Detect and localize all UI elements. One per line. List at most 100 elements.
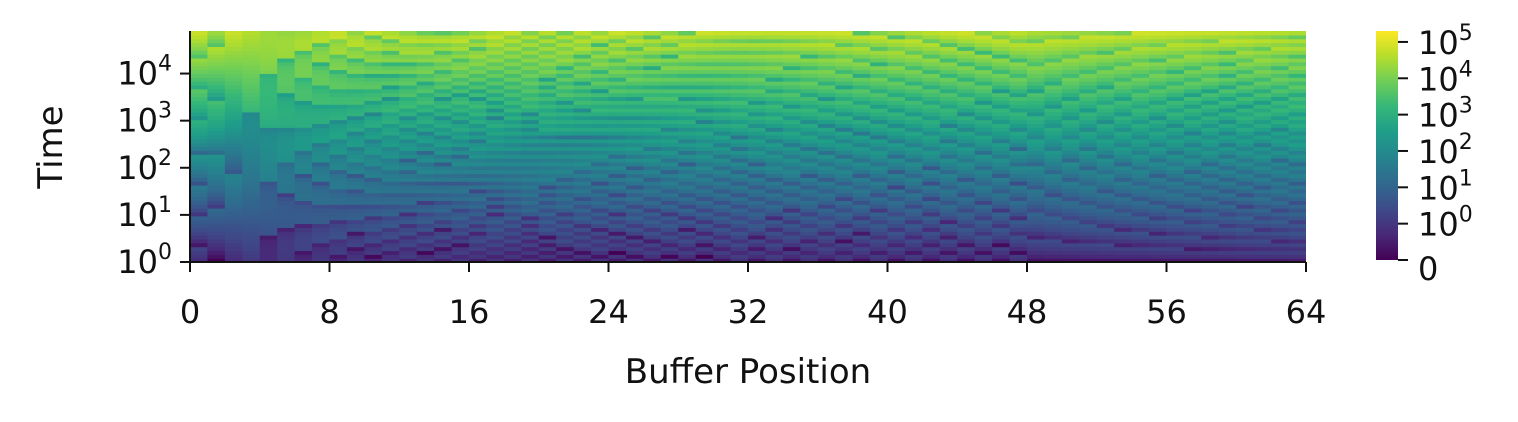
- heatmap-cell: [695, 96, 714, 101]
- heatmap-cell: [312, 34, 331, 40]
- heatmap-cell: [730, 115, 749, 121]
- heatmap-cell: [503, 200, 522, 205]
- heatmap-cell: [556, 227, 575, 232]
- heatmap-cell: [608, 50, 627, 55]
- heatmap-cell: [207, 34, 226, 40]
- heatmap-cell: [364, 77, 383, 82]
- heatmap-cell: [904, 77, 923, 82]
- heatmap-cell: [939, 92, 958, 98]
- heatmap-cell: [364, 223, 383, 228]
- heatmap-cell: [259, 46, 278, 51]
- heatmap-cell: [538, 246, 557, 252]
- heatmap-cell: [242, 146, 261, 151]
- heatmap-cell: [608, 123, 627, 128]
- heatmap-cell: [1044, 73, 1063, 78]
- heatmap-cell: [1253, 92, 1272, 98]
- heatmap-cell: [242, 161, 261, 167]
- heatmap-cell: [434, 50, 453, 55]
- heatmap-cell: [469, 250, 488, 255]
- heatmap-cell: [800, 158, 819, 163]
- heatmap-cell: [1288, 96, 1306, 101]
- heatmap-cell: [434, 61, 453, 67]
- heatmap-cell: [1027, 188, 1046, 194]
- heatmap-cell: [434, 188, 453, 194]
- heatmap-cell: [329, 258, 348, 262]
- heatmap-cell: [748, 42, 767, 47]
- heatmap-cell: [1166, 165, 1185, 171]
- heatmap-cell: [1114, 31, 1133, 36]
- heatmap-cell: [242, 92, 261, 98]
- heatmap-cell: [1114, 227, 1133, 232]
- heatmap-cell: [259, 123, 278, 128]
- heatmap-cell: [922, 250, 941, 255]
- heatmap-cell: [1009, 242, 1028, 248]
- heatmap-cell: [224, 127, 243, 132]
- heatmap-cell: [1096, 104, 1115, 109]
- heatmap-cell: [1236, 69, 1255, 74]
- heatmap-cell: [1079, 92, 1098, 98]
- heatmap-cell: [364, 104, 383, 109]
- heatmap-cell: [329, 134, 348, 140]
- heatmap-cell: [608, 223, 627, 228]
- heatmap-cell: [608, 73, 627, 78]
- heatmap-cell: [190, 235, 209, 240]
- heatmap-cell: [1044, 104, 1063, 109]
- heatmap-cell: [259, 108, 278, 113]
- heatmap-cell: [608, 192, 627, 198]
- heatmap-cell: [312, 219, 331, 225]
- heatmap-cell: [503, 204, 522, 209]
- heatmap-cell: [416, 223, 435, 228]
- heatmap-cell: [1253, 200, 1272, 205]
- heatmap-cell: [190, 134, 209, 140]
- heatmap-cell: [207, 38, 226, 44]
- heatmap-cell: [556, 123, 575, 128]
- heatmap-cell: [1131, 77, 1150, 82]
- heatmap-cell: [992, 161, 1011, 167]
- heatmap-cell: [817, 150, 836, 155]
- heatmap-cell: [817, 219, 836, 225]
- heatmap-cell: [1079, 38, 1098, 44]
- heatmap-cell: [469, 181, 488, 186]
- heatmap-cell: [939, 188, 958, 194]
- heatmap-cell: [434, 104, 453, 109]
- heatmap-cell: [469, 57, 488, 63]
- heatmap-cell: [1271, 254, 1290, 259]
- heatmap-cell: [1183, 54, 1202, 59]
- heatmap-cell: [852, 238, 871, 244]
- heatmap-cell: [1061, 108, 1080, 113]
- heatmap-cell: [573, 181, 592, 186]
- heatmap-cell: [1271, 238, 1290, 244]
- heatmap-cell: [817, 254, 836, 259]
- heatmap-cell: [224, 50, 243, 55]
- heatmap-cell: [800, 223, 819, 228]
- heatmap-cell: [364, 138, 383, 144]
- heatmap-cell: [364, 54, 383, 59]
- heatmap-cell: [748, 73, 767, 78]
- heatmap-cell: [1236, 231, 1255, 236]
- heatmap-cell: [1236, 227, 1255, 232]
- heatmap-cell: [1009, 173, 1028, 178]
- heatmap-cell: [1253, 115, 1272, 121]
- heatmap-cell: [207, 211, 226, 217]
- heatmap-cell: [852, 88, 871, 94]
- heatmap-cell: [1149, 73, 1168, 78]
- heatmap-cell: [538, 150, 557, 155]
- heatmap-cell: [957, 196, 976, 201]
- heatmap-cell: [852, 158, 871, 163]
- heatmap-cell: [434, 57, 453, 63]
- heatmap-cell: [416, 88, 435, 94]
- heatmap-cell: [957, 246, 976, 252]
- heatmap-cell: [346, 104, 365, 109]
- heatmap-cell: [521, 127, 540, 132]
- heatmap-cell: [1288, 154, 1306, 159]
- heatmap-cell: [713, 211, 732, 217]
- heatmap-cell: [1114, 158, 1133, 163]
- heatmap-cell: [277, 204, 296, 209]
- heatmap-cell: [521, 219, 540, 225]
- heatmap-cell: [713, 158, 732, 163]
- heatmap-cell: [660, 31, 679, 36]
- heatmap-cell: [643, 54, 662, 59]
- heatmap-cell: [1114, 84, 1133, 90]
- heatmap-cell: [346, 92, 365, 98]
- heatmap-cell: [434, 181, 453, 186]
